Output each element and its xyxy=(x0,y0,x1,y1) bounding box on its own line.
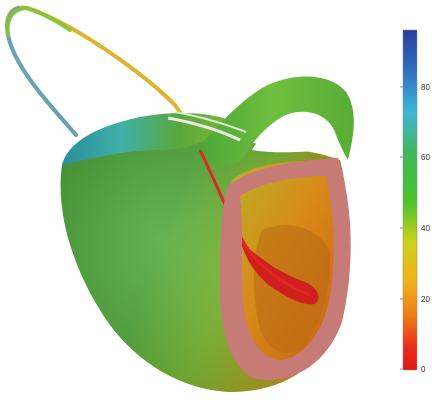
color-scale-bar xyxy=(402,29,418,371)
color-scale-tick-label: 80 xyxy=(421,83,430,92)
color-scale-tick-label: 20 xyxy=(421,295,430,304)
color-scale-legend: 80 60 40 20 0 xyxy=(400,29,430,374)
color-scale-tick-label: 0 xyxy=(421,365,426,374)
catheter-tip xyxy=(198,149,311,297)
heart-base-top xyxy=(62,113,230,165)
valve-strut-1 xyxy=(167,116,241,142)
valve-strut-2 xyxy=(174,111,247,133)
catheter-wire-green-segment xyxy=(5,5,72,37)
activation-hotspot xyxy=(240,240,319,305)
myocardial-wall-cut xyxy=(220,158,351,381)
color-scale-ticks xyxy=(400,86,403,370)
aortic-arch xyxy=(195,76,354,166)
arch-opening xyxy=(252,118,331,153)
color-scale-tick-label: 40 xyxy=(421,224,430,233)
color-scale-tick-label: 60 xyxy=(421,153,430,162)
